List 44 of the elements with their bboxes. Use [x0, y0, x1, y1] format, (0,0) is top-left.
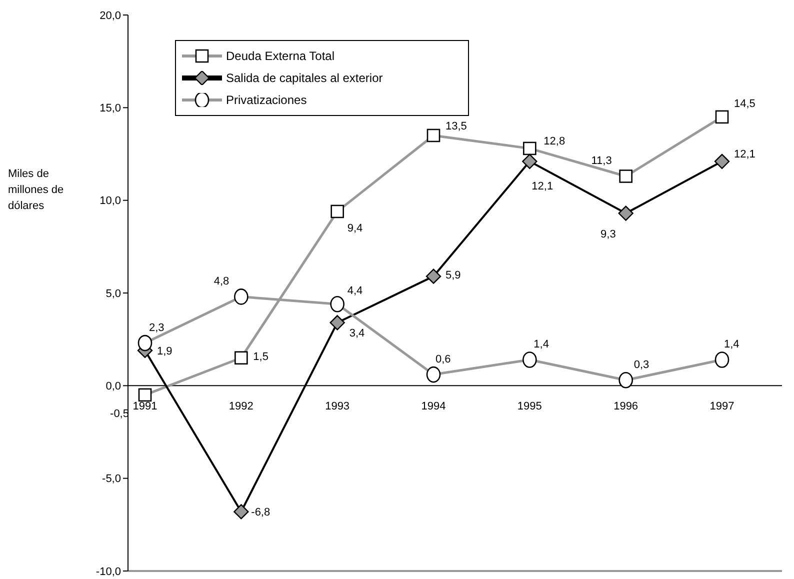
x-tick-label: 1997: [710, 400, 734, 412]
y-tick-label: 20,0: [100, 10, 121, 22]
y-tick-label: 10,0: [100, 195, 121, 208]
legend-label: Deuda Externa Total: [226, 49, 335, 63]
data-label: 13,5: [446, 120, 467, 132]
data-label: 12,1: [734, 148, 756, 160]
data-label: 5,9: [446, 269, 461, 282]
point: [714, 154, 730, 170]
y-tick-label: 15,0: [100, 102, 121, 115]
x-tick-label: 1993: [325, 400, 350, 412]
legend-label: Privatizaciones: [226, 93, 307, 107]
x-tick-label: 1995: [517, 400, 542, 412]
y-tick-label: 5,0: [106, 288, 121, 300]
y-tick-label: -5,0: [102, 473, 121, 486]
point: [234, 504, 249, 520]
data-label: 4,4: [347, 285, 363, 298]
x-tick-label: 1992: [228, 400, 254, 412]
data-label: 1,4: [724, 338, 740, 351]
data-label: 9,3: [600, 228, 616, 240]
data-label: 11,3: [591, 155, 612, 168]
data-label: 12,8: [544, 135, 566, 148]
legend-label: Salida de capitales al exterior: [226, 71, 383, 85]
x-tick-label: 1994: [421, 400, 446, 412]
data-label: 3,4: [349, 328, 365, 340]
data-label: 0,3: [634, 359, 650, 372]
data-label: 2,3: [149, 322, 164, 334]
point: [330, 315, 345, 330]
x-tick-label: 1991: [132, 400, 158, 412]
y-tick-label: -10,0: [96, 566, 121, 578]
y-tick-label: 0,0: [106, 380, 121, 393]
data-label: 12,1: [532, 180, 554, 192]
data-label: 9,4: [347, 222, 363, 234]
data-label: 1,4: [534, 338, 549, 351]
point: [618, 206, 634, 221]
data-label: 0,6: [436, 354, 451, 366]
y-axis-title: Miles de millones de dólares: [8, 167, 65, 214]
data-label: 4,8: [214, 276, 230, 288]
data-label: 1,9: [157, 345, 172, 358]
data-label: 14,5: [734, 98, 756, 110]
x-tick-label: 1996: [614, 400, 638, 412]
data-label: -6,8: [251, 506, 270, 519]
point: [426, 268, 442, 284]
point: [522, 154, 538, 170]
data-label: 1,5: [253, 350, 268, 363]
